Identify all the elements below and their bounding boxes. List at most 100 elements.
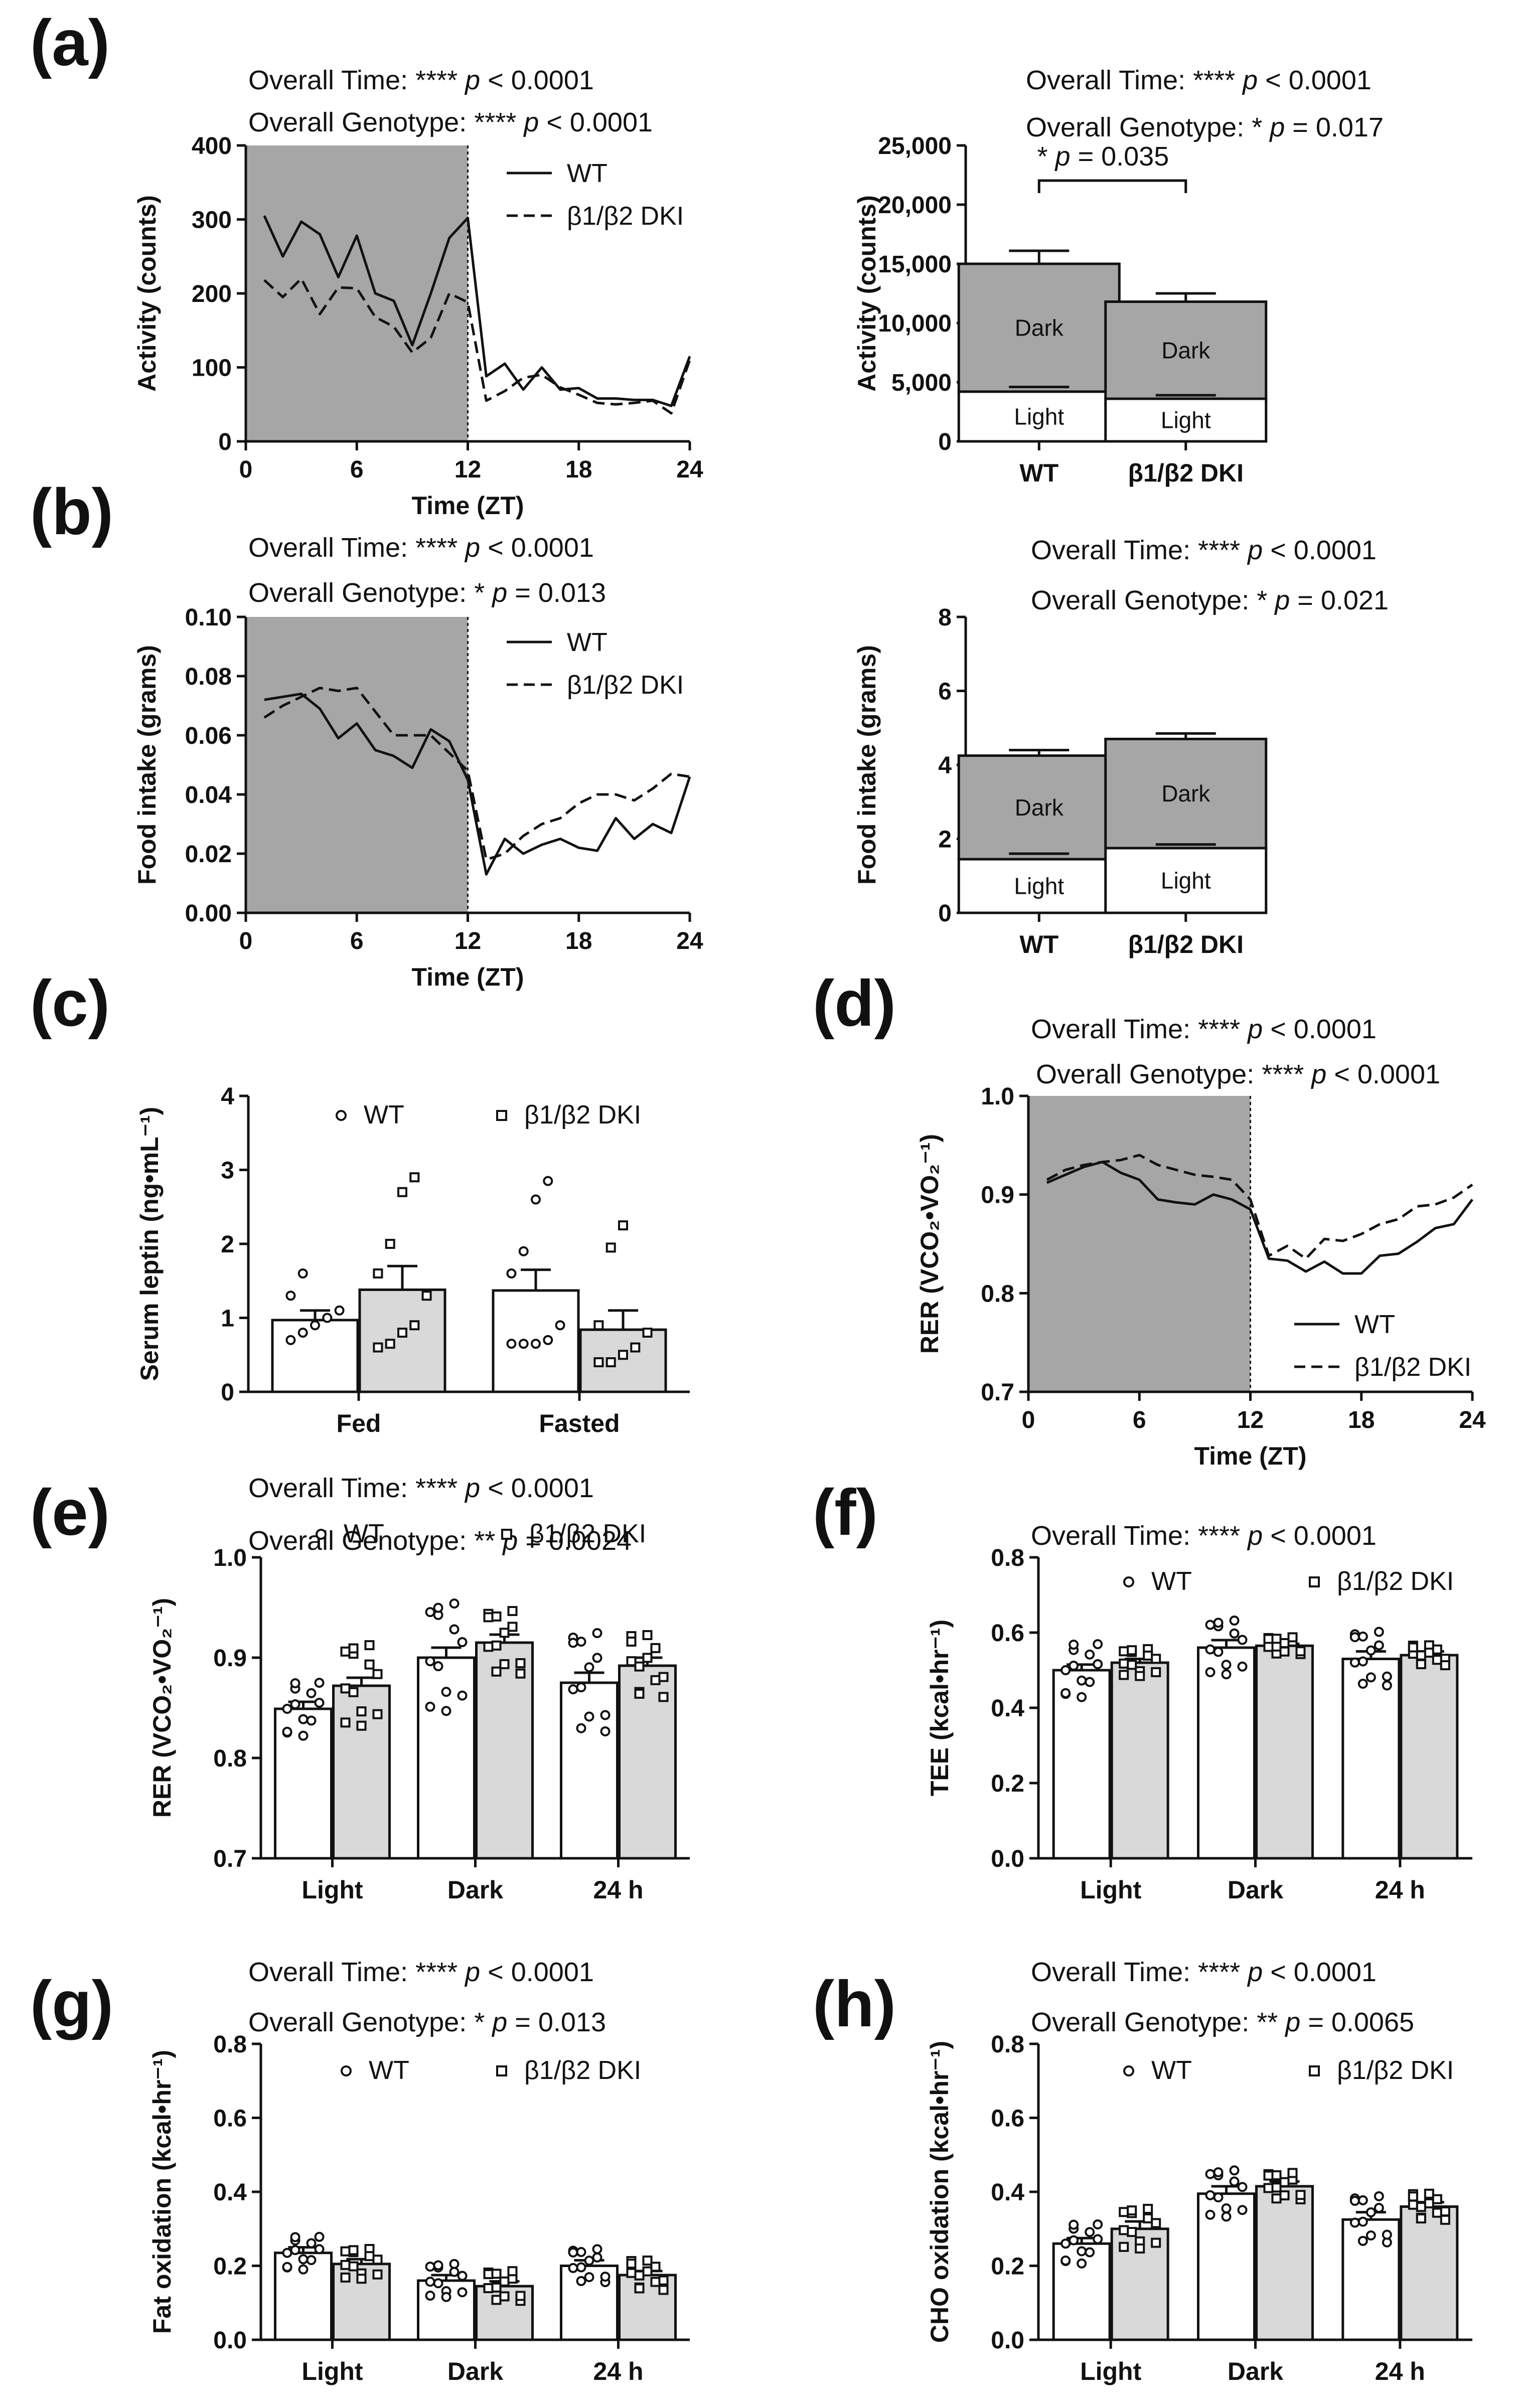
data-point-wt <box>576 2247 586 2258</box>
x-tick-label: 24 <box>676 928 703 954</box>
data-point-wt <box>568 2247 578 2258</box>
data-point-wt <box>449 1598 460 1609</box>
y-tick-label: 0.4 <box>991 1695 1024 1722</box>
y-tick-label: 0.7 <box>981 1379 1014 1406</box>
y-tick-label: 0.06 <box>185 723 232 749</box>
x-tick-label: 0 <box>1022 1407 1035 1433</box>
x-tick-label: 6 <box>350 456 364 483</box>
data-point-dki <box>658 2275 669 2286</box>
stats-text: Overall Genotype: * p = 0.021 <box>1031 585 1389 615</box>
data-point-wt <box>1077 2246 1087 2257</box>
data-point-dki <box>385 1339 395 1349</box>
dark-phase-shade <box>1028 1096 1251 1392</box>
data-point-wt <box>1085 2247 1095 2258</box>
panel-label: (h) <box>813 1967 896 2040</box>
data-point-dki <box>1119 2207 1129 2217</box>
series-line-wt <box>1046 1161 1474 1275</box>
data-point-wt <box>334 1305 345 1316</box>
data-point-dki <box>1279 2190 1290 2201</box>
data-point-dki <box>605 1357 616 1367</box>
stats-text: Overall Genotype: **** p < 0.0001 <box>1036 1059 1440 1089</box>
data-point-dki <box>373 1342 383 1353</box>
data-point-dki <box>340 1717 351 1728</box>
data-point-wt <box>543 1176 553 1186</box>
x-tick-label: 24 <box>676 456 703 483</box>
data-point-wt <box>306 1688 317 1698</box>
data-point-wt <box>506 1339 517 1349</box>
panel-e: (e) Overall Time: **** p < 0.0001 Overall … <box>30 1473 690 1904</box>
bar-wt-dark <box>1197 1646 1256 1860</box>
data-point-wt <box>1060 2255 1071 2266</box>
data-point-wt <box>1093 2234 1103 2244</box>
data-point-wt <box>1221 1669 1232 1680</box>
legend-marker-wt <box>316 1529 327 1540</box>
category-label: Dark <box>1228 2357 1283 2385</box>
data-point-wt <box>425 2262 435 2272</box>
data-point-dki <box>1119 2225 1129 2235</box>
data-point-dki <box>491 2269 502 2279</box>
data-point-wt <box>1077 1675 1087 1686</box>
y-tick-label: 300 <box>192 207 232 234</box>
category-label: Fed <box>337 1409 381 1437</box>
bar-light-segment <box>1104 847 1268 914</box>
data-point-dki <box>1432 2194 1442 2204</box>
data-point-wt <box>1221 2211 1232 2222</box>
legend-label: WT <box>567 628 608 657</box>
data-point-dki <box>1416 1650 1426 1661</box>
data-point-dki <box>605 1242 616 1253</box>
data-point-wt <box>449 1624 460 1635</box>
data-point-wt <box>568 2263 578 2273</box>
data-point-wt <box>457 1637 468 1647</box>
data-point-dki <box>409 1320 420 1331</box>
y-tick-label: 0.0 <box>213 2327 247 2354</box>
stack-label: Light <box>1014 873 1064 899</box>
data-point-dki <box>1143 1650 1153 1661</box>
stack-label: Light <box>1161 867 1211 893</box>
data-point-dki <box>1279 1638 1290 1648</box>
data-point-wt <box>314 1678 325 1688</box>
data-point-dki <box>364 2251 375 2262</box>
data-point-wt <box>282 1704 292 1714</box>
y-tick-label: 0.8 <box>213 2031 247 2058</box>
data-point-wt <box>600 2272 611 2282</box>
data-point-dki <box>1424 2188 1434 2199</box>
series-line-dki <box>1046 1154 1473 1260</box>
data-point-wt <box>568 1638 578 1648</box>
data-point-wt <box>1357 2235 1368 2246</box>
stats-text: Overall Genotype: **** p < 0.0001 <box>248 107 653 137</box>
data-point-dki <box>491 2295 502 2305</box>
legend-marker-wt <box>1123 1576 1134 1587</box>
data-point-dki <box>1263 1642 1274 1652</box>
data-point-dki <box>1432 1655 1442 1665</box>
data-point-wt <box>425 1701 435 1712</box>
data-point-wt <box>433 1661 443 1672</box>
stats-text: Overall Genotype: ** p = 0.0024 <box>248 1526 632 1556</box>
data-point-dki <box>634 2283 645 2294</box>
y-tick-label: 0.2 <box>213 2254 247 2280</box>
stack-label: Light <box>1014 403 1064 429</box>
data-point-dki <box>1408 1642 1418 1653</box>
data-point-wt <box>449 2267 460 2277</box>
stats-text: Overall Genotype: * p = 0.013 <box>248 578 606 608</box>
data-point-dki <box>340 1683 351 1694</box>
data-point-wt <box>531 1194 541 1205</box>
y-tick-label: 0.4 <box>991 2179 1024 2206</box>
x-tick-label: 6 <box>350 928 364 954</box>
data-point-wt <box>1205 1667 1216 1677</box>
bar-dki-24h <box>1400 2205 1459 2341</box>
data-point-wt <box>1349 1657 1360 1668</box>
y-tick-label: 0 <box>221 1379 234 1406</box>
data-point-wt <box>306 2238 317 2249</box>
y-tick-label: 0.2 <box>991 1771 1024 1797</box>
bar-dki-fed <box>358 1288 446 1393</box>
stats-text: Overall Genotype: * p = 0.013 <box>248 2007 606 2037</box>
y-tick-label: 0.2 <box>991 2254 1024 2280</box>
data-point-wt <box>1357 2195 1368 2205</box>
category-label: β1/β2 DKI <box>1128 930 1244 958</box>
panel-f: (f) Overall Time: **** p < 0.0001 0.0 0.2 0.… <box>813 1476 1472 1904</box>
data-point-wt <box>290 1678 300 1689</box>
x-tick-label: 18 <box>565 456 592 483</box>
bar-wt-24h <box>560 1681 619 1860</box>
panel-g: (g) Overall Time: **** p < 0.0001 Overall … <box>30 1957 690 2385</box>
y-axis-title: Fat oxidation (kcal•hr⁻¹) <box>148 2050 176 2334</box>
